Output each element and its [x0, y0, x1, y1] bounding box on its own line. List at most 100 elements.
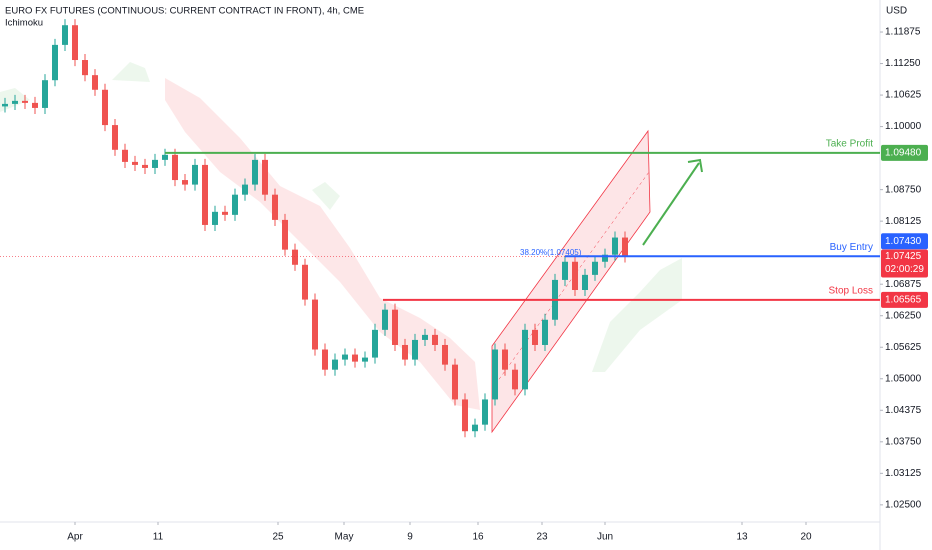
x-tick-label: 20	[800, 532, 812, 543]
candle-body	[272, 194, 278, 220]
candle-body	[602, 254, 608, 262]
ichimoku-cloud-green	[592, 258, 682, 372]
candle-body	[122, 149, 128, 162]
candle-body	[412, 339, 418, 360]
candle-body	[442, 344, 448, 365]
level-price-label: 1.06565	[885, 294, 922, 305]
candle-body	[422, 334, 428, 340]
ichimoku-cloud-red	[165, 78, 480, 410]
candle-body	[612, 237, 618, 255]
x-tick-label: 25	[272, 532, 284, 543]
y-tick-label: 1.06875	[885, 279, 922, 290]
level-name: Stop Loss	[829, 285, 873, 296]
candle-body	[12, 100, 18, 104]
level-price-box	[881, 233, 928, 250]
y-tick-label: 1.06250	[885, 310, 922, 321]
x-tick-label: Jun	[597, 532, 613, 543]
candle-body	[362, 357, 368, 362]
level-price-label: 1.09480	[885, 147, 922, 158]
candle-body	[352, 354, 358, 362]
candle-body	[572, 261, 578, 290]
y-tick-label: 1.03125	[885, 468, 922, 479]
x-tick-label: 9	[407, 532, 413, 543]
x-tick-label: 23	[536, 532, 548, 543]
candle-body	[302, 264, 308, 300]
candle-body	[42, 80, 48, 108]
candle-body	[202, 164, 208, 225]
candle-body	[292, 249, 298, 265]
candle-body	[192, 164, 198, 185]
candle-body	[52, 44, 58, 81]
candle-body	[112, 125, 118, 150]
y-tick-label: 1.02500	[885, 499, 922, 510]
candle-body	[462, 399, 468, 432]
candle-body	[492, 349, 498, 400]
level-name: Buy Entry	[830, 242, 873, 253]
candle-body	[252, 159, 258, 185]
candle-body	[222, 211, 228, 215]
candle-body	[72, 25, 78, 61]
y-tick-label: 1.03750	[885, 436, 922, 447]
arrow	[642, 162, 700, 246]
level-price-box	[881, 291, 928, 308]
x-tick-label: 11	[153, 532, 164, 543]
candle-body	[2, 103, 8, 107]
candle-body	[262, 159, 268, 195]
candle-body	[22, 100, 28, 103]
level-name: Take Profit	[826, 138, 873, 149]
candle-body	[92, 75, 98, 90]
candle-body	[452, 364, 458, 400]
y-tick-label: 1.11250	[885, 58, 921, 69]
candle-body	[102, 89, 108, 126]
candle-body	[512, 369, 518, 390]
candle-body	[342, 354, 348, 360]
candle-body	[162, 154, 168, 160]
candle-body	[592, 261, 598, 275]
chart-title: EURO FX FUTURES (CONTINUOUS: CURRENT CON…	[5, 6, 364, 17]
countdown-label: 02:00:29	[885, 264, 924, 275]
y-tick-label: 1.08750	[885, 184, 922, 195]
y-tick-label: 1.05625	[885, 342, 922, 353]
candle-body	[332, 359, 338, 370]
candle-body	[482, 399, 488, 425]
candle-body	[152, 159, 158, 168]
candle-body	[502, 349, 508, 370]
ichimoku-cloud-green	[312, 182, 340, 210]
candle-body	[282, 219, 288, 250]
level-price-label: 1.07430	[885, 236, 922, 247]
candle-body	[372, 329, 378, 358]
candle-body	[132, 161, 138, 165]
currency-label: USD	[886, 6, 907, 17]
candle-body	[62, 25, 68, 45]
candle-body	[472, 424, 478, 432]
candle-body	[82, 60, 88, 76]
candle-body	[182, 180, 188, 185]
current-price-box	[881, 249, 928, 278]
candle-body	[322, 349, 328, 370]
candle-body	[382, 309, 388, 330]
candle-body	[312, 299, 318, 350]
fib-label: 38.20%(1.07405)	[520, 248, 582, 257]
y-tick-label: 1.10000	[885, 121, 922, 132]
channel-mid	[491, 171, 650, 390]
candle-body	[242, 184, 248, 195]
candle-body	[522, 329, 528, 390]
candle-body	[622, 237, 628, 257]
y-tick-label: 1.08125	[885, 216, 922, 227]
y-tick-label: 1.10625	[885, 90, 922, 101]
y-tick-label: 1.04375	[885, 405, 922, 416]
channel	[491, 129, 651, 434]
candle-body	[212, 211, 218, 225]
candle-body	[432, 334, 438, 345]
y-tick-label: 1.11875	[885, 27, 921, 38]
current-price-label: 1.07425	[885, 251, 922, 262]
candle-body	[532, 329, 538, 345]
ichimoku-cloud-green	[112, 62, 150, 82]
candle-body	[562, 261, 568, 280]
candle-body	[542, 319, 548, 345]
level-price-box	[881, 144, 928, 161]
candle-body	[582, 274, 588, 290]
candle-body	[232, 194, 238, 215]
